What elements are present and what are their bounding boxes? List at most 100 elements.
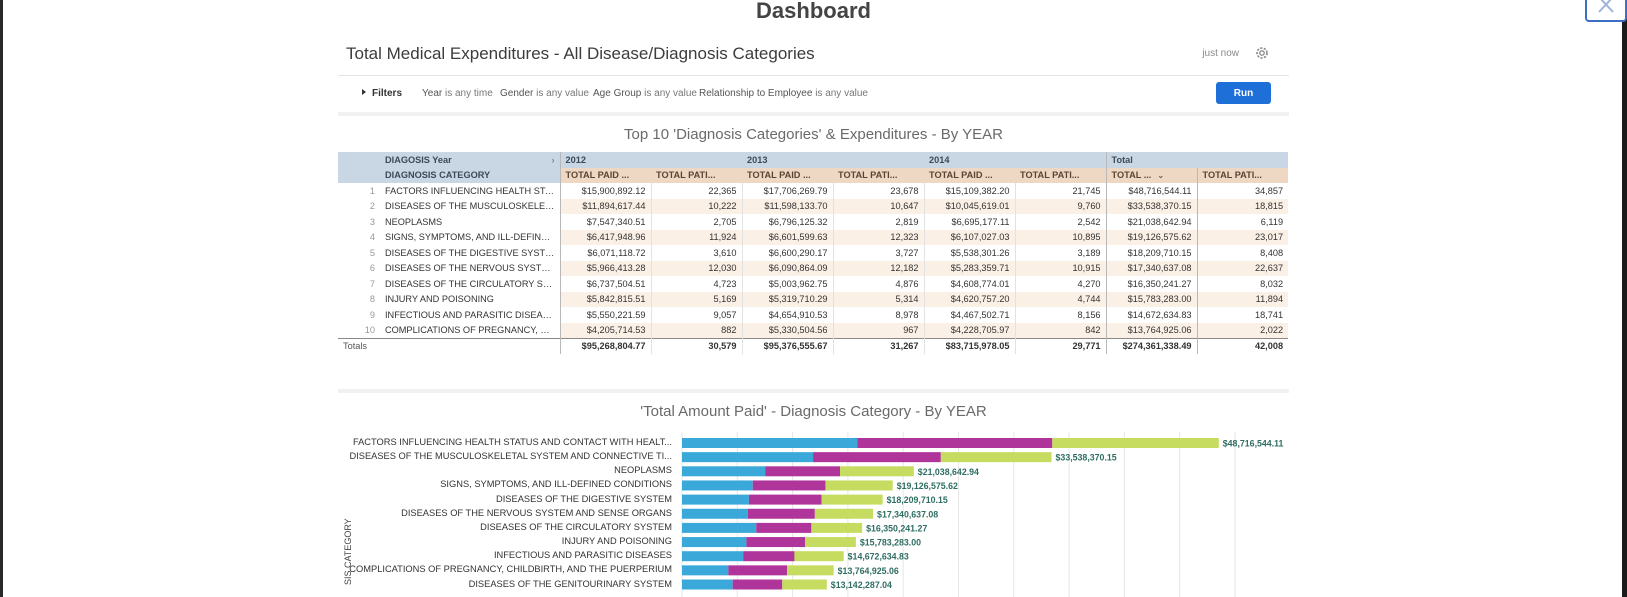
measure-header[interactable]: TOTAL PATI...: [833, 167, 925, 183]
bar-segment[interactable]: [813, 452, 941, 463]
value-cell[interactable]: 12,182: [832, 260, 925, 276]
measure-header[interactable]: TOTAL PATI...: [1015, 167, 1107, 183]
bar-segment[interactable]: [682, 466, 766, 477]
value-cell[interactable]: $18,209,710.15: [1105, 245, 1198, 261]
value-cell[interactable]: 23,017: [1196, 229, 1289, 245]
value-cell[interactable]: 18,741: [1196, 307, 1289, 323]
bar-segment[interactable]: [682, 494, 749, 505]
bar-segment[interactable]: [857, 438, 1053, 448]
bar-segment[interactable]: [682, 551, 744, 562]
value-cell[interactable]: 6,119: [1196, 214, 1289, 230]
category-cell[interactable]: DISEASES OF THE NERVOUS SYSTE...: [380, 260, 560, 276]
value-cell[interactable]: $4,608,774.01: [923, 276, 1016, 292]
category-cell[interactable]: COMPLICATIONS OF PREGNANCY, C...: [380, 322, 560, 338]
value-cell[interactable]: 5,314: [832, 291, 925, 307]
bar-segment[interactable]: [814, 508, 874, 519]
value-cell[interactable]: 10,915: [1014, 260, 1107, 276]
bar-segment[interactable]: [682, 579, 733, 590]
value-cell[interactable]: 23,678: [832, 183, 925, 199]
value-cell[interactable]: $6,737,504.51: [559, 276, 651, 292]
bar-segment[interactable]: [752, 480, 826, 491]
value-cell[interactable]: $4,228,705.97: [923, 322, 1016, 338]
value-cell[interactable]: 4,270: [1014, 276, 1107, 292]
value-cell[interactable]: 8,032: [1196, 276, 1289, 292]
value-cell[interactable]: 10,647: [832, 198, 925, 214]
value-cell[interactable]: 12,030: [650, 260, 743, 276]
bar-segment[interactable]: [682, 522, 757, 533]
value-cell[interactable]: $15,783,283.00: [1105, 291, 1198, 307]
value-cell[interactable]: 22,365: [650, 183, 743, 199]
measure-header[interactable]: TOTAL PATI...: [651, 167, 743, 183]
value-cell[interactable]: 2,542: [1014, 214, 1107, 230]
value-cell[interactable]: $33,538,370.15: [1105, 198, 1198, 214]
bar-segment[interactable]: [682, 480, 753, 491]
filters-toggle[interactable]: Filters: [362, 88, 402, 99]
value-cell[interactable]: 2,022: [1196, 322, 1289, 338]
bar-segment[interactable]: [682, 537, 747, 548]
bar-segment[interactable]: [682, 452, 814, 463]
measure-header[interactable]: TOTAL PAID ...: [742, 167, 834, 183]
value-cell[interactable]: 3,610: [650, 245, 743, 261]
bar-segment[interactable]: [787, 565, 834, 576]
filter-gender[interactable]: Gender is any value: [500, 88, 589, 99]
row-dimension-label[interactable]: DIAGNOSIS CATEGORY: [380, 167, 560, 183]
value-cell[interactable]: $19,126,575.62: [1105, 229, 1198, 245]
value-cell[interactable]: $5,538,301.26: [923, 245, 1016, 261]
value-cell[interactable]: $4,205,714.53: [559, 322, 651, 338]
value-cell[interactable]: $5,330,504.56: [741, 322, 834, 338]
tile-settings-button[interactable]: [1255, 46, 1269, 65]
value-cell[interactable]: $6,090,864.09: [741, 260, 834, 276]
bar-segment[interactable]: [765, 466, 841, 477]
value-cell[interactable]: 842: [1014, 322, 1107, 338]
bar-segment[interactable]: [825, 480, 893, 491]
category-cell[interactable]: FACTORS INFLUENCING HEALTH STA...: [380, 183, 560, 199]
value-cell[interactable]: 882: [650, 322, 743, 338]
value-cell[interactable]: $6,600,290.17: [741, 245, 834, 261]
value-cell[interactable]: $5,966,413.28: [559, 260, 651, 276]
bar-segment[interactable]: [840, 466, 914, 477]
value-cell[interactable]: 11,894: [1196, 291, 1289, 307]
value-cell[interactable]: 4,876: [832, 276, 925, 292]
category-cell[interactable]: INJURY AND POISONING: [380, 291, 560, 307]
value-cell[interactable]: $17,340,637.08: [1105, 260, 1198, 276]
value-cell[interactable]: $48,716,544.11: [1105, 183, 1198, 199]
bar-segment[interactable]: [794, 551, 844, 562]
value-cell[interactable]: 4,744: [1014, 291, 1107, 307]
value-cell[interactable]: 9,760: [1014, 198, 1107, 214]
value-cell[interactable]: $5,550,221.59: [559, 307, 651, 323]
category-cell[interactable]: DISEASES OF THE DIGESTIVE SYSTEM: [380, 245, 560, 261]
value-cell[interactable]: $6,695,177.11: [923, 214, 1016, 230]
value-cell[interactable]: $6,417,948.96: [559, 229, 651, 245]
value-cell[interactable]: 12,323: [832, 229, 925, 245]
measure-header[interactable]: TOTAL PAID ...: [924, 167, 1016, 183]
value-cell[interactable]: 34,857: [1196, 183, 1289, 199]
bar-segment[interactable]: [782, 579, 827, 590]
filter-age-group[interactable]: Age Group is any value: [593, 88, 697, 99]
measure-header[interactable]: TOTAL PATI...: [1196, 167, 1289, 183]
value-cell[interactable]: $5,003,962.75: [741, 276, 834, 292]
bar-segment[interactable]: [804, 537, 856, 548]
run-button[interactable]: Run: [1216, 82, 1271, 104]
filter-relationship[interactable]: Relationship to Employee is any value: [699, 88, 868, 99]
value-cell[interactable]: $6,601,599.63: [741, 229, 834, 245]
value-cell[interactable]: $11,894,617.44: [559, 198, 651, 214]
value-cell[interactable]: 3,189: [1014, 245, 1107, 261]
value-cell[interactable]: $4,654,910.53: [741, 307, 834, 323]
measure-header[interactable]: TOTAL PAID ...: [559, 167, 651, 183]
value-cell[interactable]: $6,107,027.03: [923, 229, 1016, 245]
filter-year[interactable]: Year is any time: [422, 88, 493, 99]
value-cell[interactable]: 8,156: [1014, 307, 1107, 323]
value-cell[interactable]: 8,978: [832, 307, 925, 323]
value-cell[interactable]: $14,672,634.83: [1105, 307, 1198, 323]
value-cell[interactable]: 21,745: [1014, 183, 1107, 199]
value-cell[interactable]: $6,796,125.32: [741, 214, 834, 230]
value-cell[interactable]: $4,467,502.71: [923, 307, 1016, 323]
value-cell[interactable]: 18,815: [1196, 198, 1289, 214]
value-cell[interactable]: $15,900,892.12: [559, 183, 651, 199]
value-cell[interactable]: $5,319,710.29: [741, 291, 834, 307]
value-cell[interactable]: $13,764,925.06: [1105, 322, 1198, 338]
value-cell[interactable]: 2,819: [832, 214, 925, 230]
value-cell[interactable]: $16,350,241.27: [1105, 276, 1198, 292]
bar-segment[interactable]: [682, 565, 729, 576]
value-cell[interactable]: 967: [832, 322, 925, 338]
